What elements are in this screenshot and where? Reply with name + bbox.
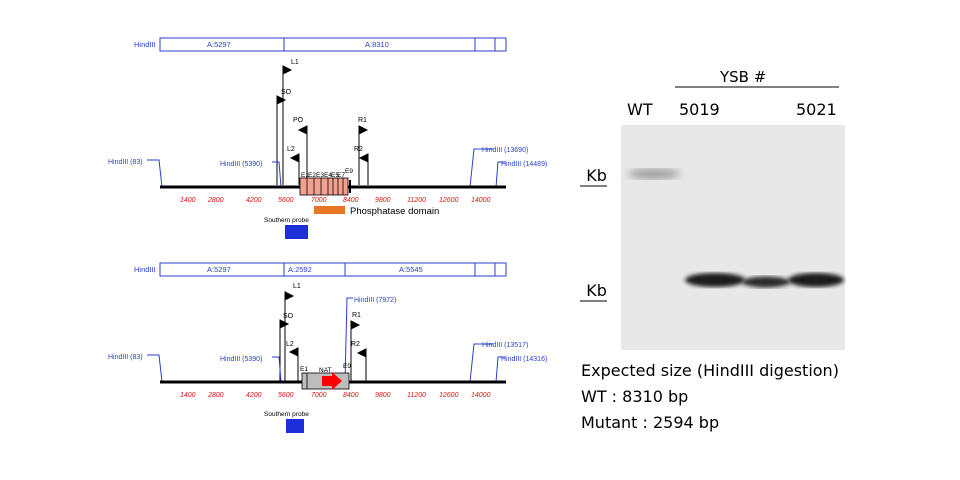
wt-tick: 12600 (439, 197, 459, 204)
wt-exon-e7: E7 (337, 172, 345, 179)
wt-primer-r1: R1 (358, 117, 367, 124)
lane-label-5021: 5021 (796, 100, 837, 119)
wt-primer-l2: L2 (287, 146, 295, 153)
wt-ticks: 1400 2800 4200 5600 7000 8400 9800 11200… (180, 197, 491, 204)
mut-tick: 8400 (343, 392, 359, 399)
lane-label-5019: 5019 (679, 100, 720, 119)
wt-exon-e5: E5 (331, 172, 339, 179)
nat-arrow-icon (332, 372, 342, 390)
wt-hindiii-sites (147, 148, 505, 188)
wt-site-14489: HindIII (14489) (501, 161, 547, 168)
wt-tick: 11200 (407, 197, 426, 204)
wt-exon-e4: E4 (324, 172, 332, 179)
mut-site-83: HindIII (83) (108, 354, 143, 361)
wt-primer-so: SO (281, 89, 292, 96)
wt-exons: E1 E2 E3 E4 E5 E7 E9 (299, 168, 353, 196)
mut-bar-seg2-label: A:2592 (288, 265, 312, 274)
mutant-locus-map: HindIII A:5297 A:2592 A:5545 L1 SO L2 R1… (108, 262, 547, 433)
wt-tick: 8400 (343, 197, 359, 204)
mut-southern-probe (286, 419, 304, 433)
wt-site-13690: HindIII (13690) (482, 147, 528, 154)
marker-8kb: 8 Kb (580, 166, 607, 185)
mut-primer-r1: R1 (352, 312, 361, 319)
phosphatase-domain-bar (314, 206, 345, 214)
wt-southern-probe-label: Southern probe (264, 217, 309, 224)
mut-nat-label: NAT (319, 367, 332, 374)
gel-image (621, 125, 845, 350)
expected-size-mutant: Mutant : 2594 bp (581, 413, 719, 432)
mut-site-7972: HindIII (7972) (354, 297, 396, 304)
wt-tick: 7000 (311, 197, 327, 204)
wt-bar-left-label: HindIII (134, 40, 156, 49)
wt-site-5390: HindIII (5390) (220, 161, 262, 168)
wt-tick: 9800 (375, 197, 391, 204)
marker-2kb: 2 Kb (580, 281, 607, 300)
southern-blot-panel: YSB # WT 5019 5021 8 Kb 2 Kb Expected si… (580, 68, 845, 432)
wt-primer-l1: L1 (291, 59, 299, 66)
band-wt-8kb (628, 169, 680, 179)
wt-primer-r2: R2 (354, 146, 363, 153)
mut-site-13517: HindIII (13517) (482, 342, 528, 349)
expected-size-wt: WT : 8310 bp (581, 387, 688, 406)
mut-primer-l1: L1 (293, 283, 301, 290)
wt-tick: 1400 (180, 197, 196, 204)
expected-size-title: Expected size (HindIII digestion) (581, 361, 839, 380)
ysb-group-label: YSB # (719, 68, 766, 86)
mut-site-14316: HindIII (14316) (501, 356, 547, 363)
mut-fragment-bar: HindIII A:5297 A:2592 A:5545 (134, 262, 507, 277)
mut-tick: 1400 (180, 392, 196, 399)
mut-tick: 4200 (246, 392, 262, 399)
wt-primer-po: PO (293, 117, 304, 124)
wt-tick: 14000 (471, 197, 491, 204)
wt-site-83: HindIII (83) (108, 159, 143, 166)
wt-exon-e2: E2 (308, 172, 316, 179)
mut-tick: 2800 (207, 392, 224, 399)
mut-primer-r2: R2 (351, 341, 360, 348)
mut-bar-left-label: HindIII (134, 265, 156, 274)
wt-exon-e9: E9 (345, 168, 353, 175)
band-5021a-2kb (742, 276, 790, 288)
wt-tick: 4200 (246, 197, 262, 204)
wt-primers: L1 SO PO L2 R1 R2 (276, 59, 369, 185)
mut-bar-seg3-label: A:5545 (399, 265, 423, 274)
wt-tick: 2800 (207, 197, 224, 204)
wt-locus-map: HindIII A:5297 A:8310 L1 SO PO L2 R1 R2 (108, 37, 547, 239)
band-5021b-2kb (788, 273, 844, 287)
mut-tick: 11200 (407, 392, 426, 399)
wt-bar-seg2-label: A:8310 (365, 40, 389, 49)
mut-exon-e9: E9 (343, 363, 351, 370)
wt-exon-e1: E1 (301, 172, 309, 179)
wt-bar-seg1-label: A:5297 (207, 40, 231, 49)
lane-label-wt: WT (627, 100, 653, 119)
band-5019-2kb (685, 273, 745, 287)
wt-fragment-bar: HindIII A:5297 A:8310 (134, 37, 507, 52)
mut-cassette: E1 NAT E9 (300, 363, 351, 390)
mut-tick: 5600 (278, 392, 294, 399)
mut-tick: 12600 (439, 392, 459, 399)
mut-ticks: 1400 2800 4200 5600 7000 8400 9800 11200… (180, 392, 491, 399)
mut-primer-l2: L2 (286, 341, 294, 348)
mut-hindiii-sites (147, 297, 505, 383)
mut-primers: L1 SO L2 R1 R2 (279, 283, 367, 381)
mut-exon-e1: E1 (300, 366, 308, 373)
wt-southern-probe (285, 225, 308, 239)
mut-southern-probe-label: Southern probe (264, 411, 309, 418)
mut-tick: 9800 (375, 392, 391, 399)
mut-site-5390: HindIII (5390) (220, 356, 262, 363)
mut-tick: 14000 (471, 392, 491, 399)
phosphatase-domain-label: Phosphatase domain (350, 206, 439, 217)
mut-primer-so: SO (283, 313, 294, 320)
wt-exon-e3: E3 (316, 172, 324, 179)
mut-bar-seg1-label: A:5297 (207, 265, 231, 274)
mut-tick: 7000 (311, 392, 327, 399)
wt-tick: 5600 (278, 197, 294, 204)
